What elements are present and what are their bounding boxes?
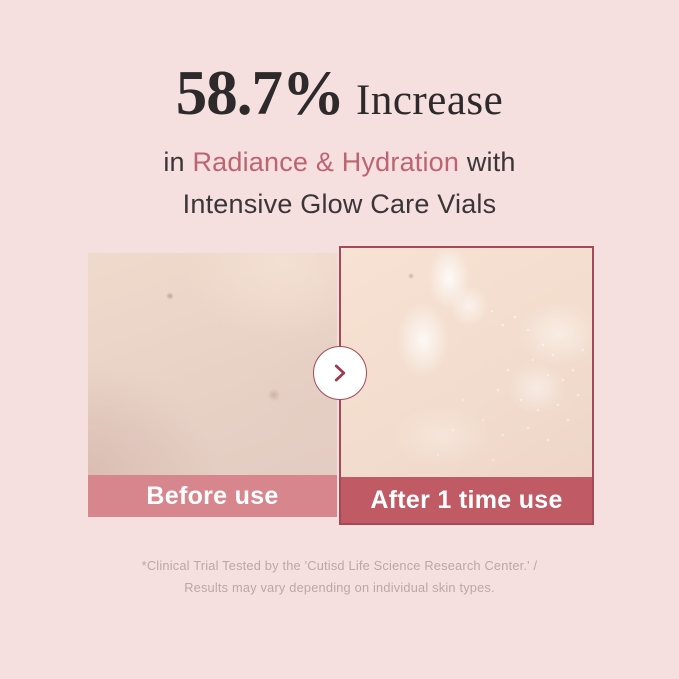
subtitle-line-1: in Radiance & Hydration with (0, 147, 679, 178)
heading-block: 58.7% Increase in Radiance & Hydration wi… (0, 0, 679, 220)
before-label-bar: Before use (88, 475, 337, 517)
subtitle-line-2: Intensive Glow Care Vials (182, 189, 497, 219)
after-label: After 1 time use (370, 485, 563, 514)
disclaimer-line-1: *Clinical Trial Tested by the 'Cutisd Li… (141, 558, 538, 573)
subtitle-prefix: in (163, 147, 193, 177)
subtitle-highlight: Radiance & Hydration (192, 147, 460, 177)
before-skin-image (88, 253, 337, 475)
before-panel: Before use (88, 253, 337, 517)
stat-value: 58.7% (175, 58, 345, 128)
before-after-comparison: Before use After 1 time use (88, 246, 595, 526)
after-skin-image (341, 248, 592, 477)
stat-line: 58.7% Increase (0, 62, 679, 125)
after-panel: After 1 time use (339, 246, 594, 525)
disclaimer: *Clinical Trial Tested by the 'Cutisd Li… (0, 555, 679, 599)
before-to-after-arrow (313, 346, 367, 400)
sparkle-highlights (341, 248, 343, 250)
stat-suffix: Increase (356, 77, 504, 124)
subtitle-suffix: with (459, 147, 516, 177)
chevron-right-icon (327, 360, 353, 386)
after-label-bar: After 1 time use (341, 477, 592, 523)
before-label: Before use (146, 481, 279, 510)
disclaimer-line-2: Results may vary depending on individual… (184, 579, 495, 595)
